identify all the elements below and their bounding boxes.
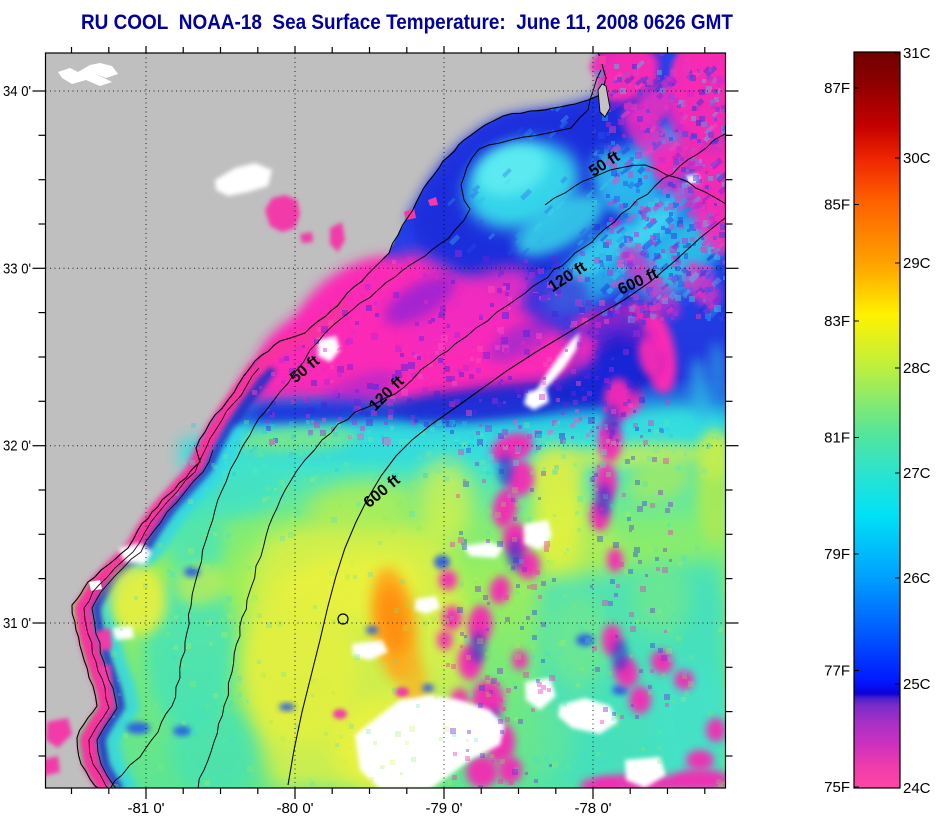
svg-text:31 0': 31 0' bbox=[3, 615, 31, 632]
svg-text:32 0': 32 0' bbox=[3, 438, 31, 455]
svg-text:RU COOL NOAA-18 Sea Surface: RU COOL NOAA-18 Sea Surface Temperature:… bbox=[81, 11, 733, 34]
svg-text:77F: 77F bbox=[824, 663, 850, 680]
svg-text:30C: 30C bbox=[903, 150, 931, 167]
svg-text:33 0': 33 0' bbox=[3, 260, 31, 277]
svg-text:75F: 75F bbox=[824, 779, 850, 796]
svg-text:-80 0': -80 0' bbox=[276, 800, 313, 817]
svg-text:-78 0': -78 0' bbox=[574, 800, 611, 817]
svg-text:28C: 28C bbox=[903, 360, 931, 377]
svg-text:26C: 26C bbox=[903, 570, 931, 587]
svg-text:-81 0': -81 0' bbox=[127, 800, 164, 817]
svg-text:31C: 31C bbox=[903, 45, 931, 62]
svg-text:83F: 83F bbox=[824, 313, 850, 330]
svg-text:25C: 25C bbox=[903, 676, 931, 693]
svg-text:81F: 81F bbox=[824, 430, 850, 447]
svg-text:27C: 27C bbox=[903, 465, 931, 482]
svg-text:24C: 24C bbox=[903, 780, 931, 797]
svg-text:87F: 87F bbox=[824, 80, 850, 97]
svg-text:85F: 85F bbox=[824, 197, 850, 214]
svg-text:79F: 79F bbox=[824, 546, 850, 563]
svg-text:29C: 29C bbox=[903, 255, 931, 272]
svg-text:34 0': 34 0' bbox=[3, 83, 31, 100]
svg-text:-79 0': -79 0' bbox=[425, 800, 462, 817]
